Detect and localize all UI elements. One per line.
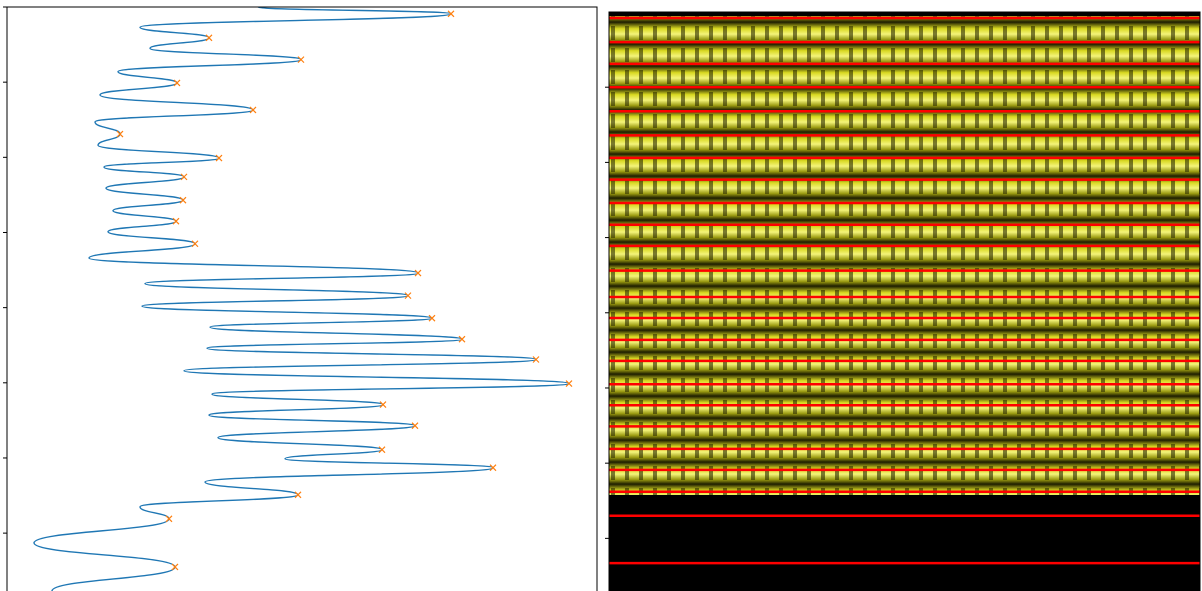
image (609, 12, 1200, 495)
image-dark-region (609, 495, 1200, 591)
image-top-edge (609, 12, 1200, 16)
figure (0, 0, 1202, 591)
image-plot (605, 12, 1200, 591)
